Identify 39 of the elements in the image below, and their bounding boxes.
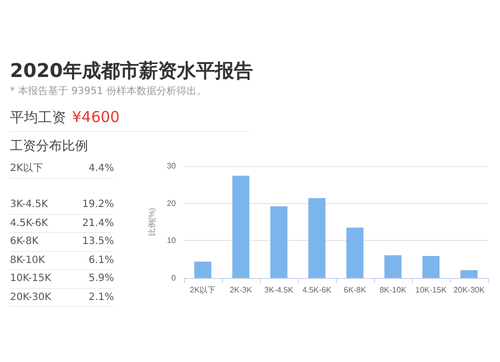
text: 4.4% [88,162,114,176]
bar [194,262,212,278]
text: 5.9% [88,272,114,286]
text: 工资分布比例 [10,138,88,155]
text: 2K以下 [10,162,43,176]
bar [270,206,288,278]
y-tick-label: 20 [166,198,176,208]
text: 2.1% [88,290,114,304]
x-tick-label: 8K-10K [380,286,407,294]
bar [422,256,440,278]
y-tick-label: 0 [171,274,176,282]
text: 21.4% [82,216,114,230]
x-tick-label: 3K-4.5K [264,286,294,294]
text: ¥4600 [72,108,120,126]
x-tick-label: 10K-15K [415,286,448,294]
x-tick-label: 2K-3K [230,286,253,294]
y-tick-label: 30 [166,162,176,170]
text: 3K-4.5K [10,198,48,212]
text: 6K-8K [10,235,38,249]
x-tick-label: 6K-8K [344,286,367,294]
bar [460,270,478,278]
text: 10K-15K [10,272,52,286]
bar [346,228,364,278]
text: 8K-10K [10,254,45,268]
text: 19.2% [82,198,114,212]
text: 平均工资 [10,110,66,126]
text: 4.5K-6K [10,216,48,230]
y-tick-label: 10 [166,236,176,246]
bar [384,255,402,278]
x-tick-label: 4.5K-6K [302,286,332,294]
chart-title: 2020年成都市薪资水平报告 [10,59,253,84]
text: 6.1% [88,254,114,268]
text: 13.5% [82,235,114,249]
x-tick-label: 2K以下 [190,286,216,294]
bar [232,176,250,278]
chart-subtitle: * 本报告基于 93951 份样本数据分析得出。 [10,84,206,98]
bar [308,198,326,278]
y-axis-title: 比例(%) [148,207,156,236]
x-tick-label: 20K-30K [453,286,486,294]
